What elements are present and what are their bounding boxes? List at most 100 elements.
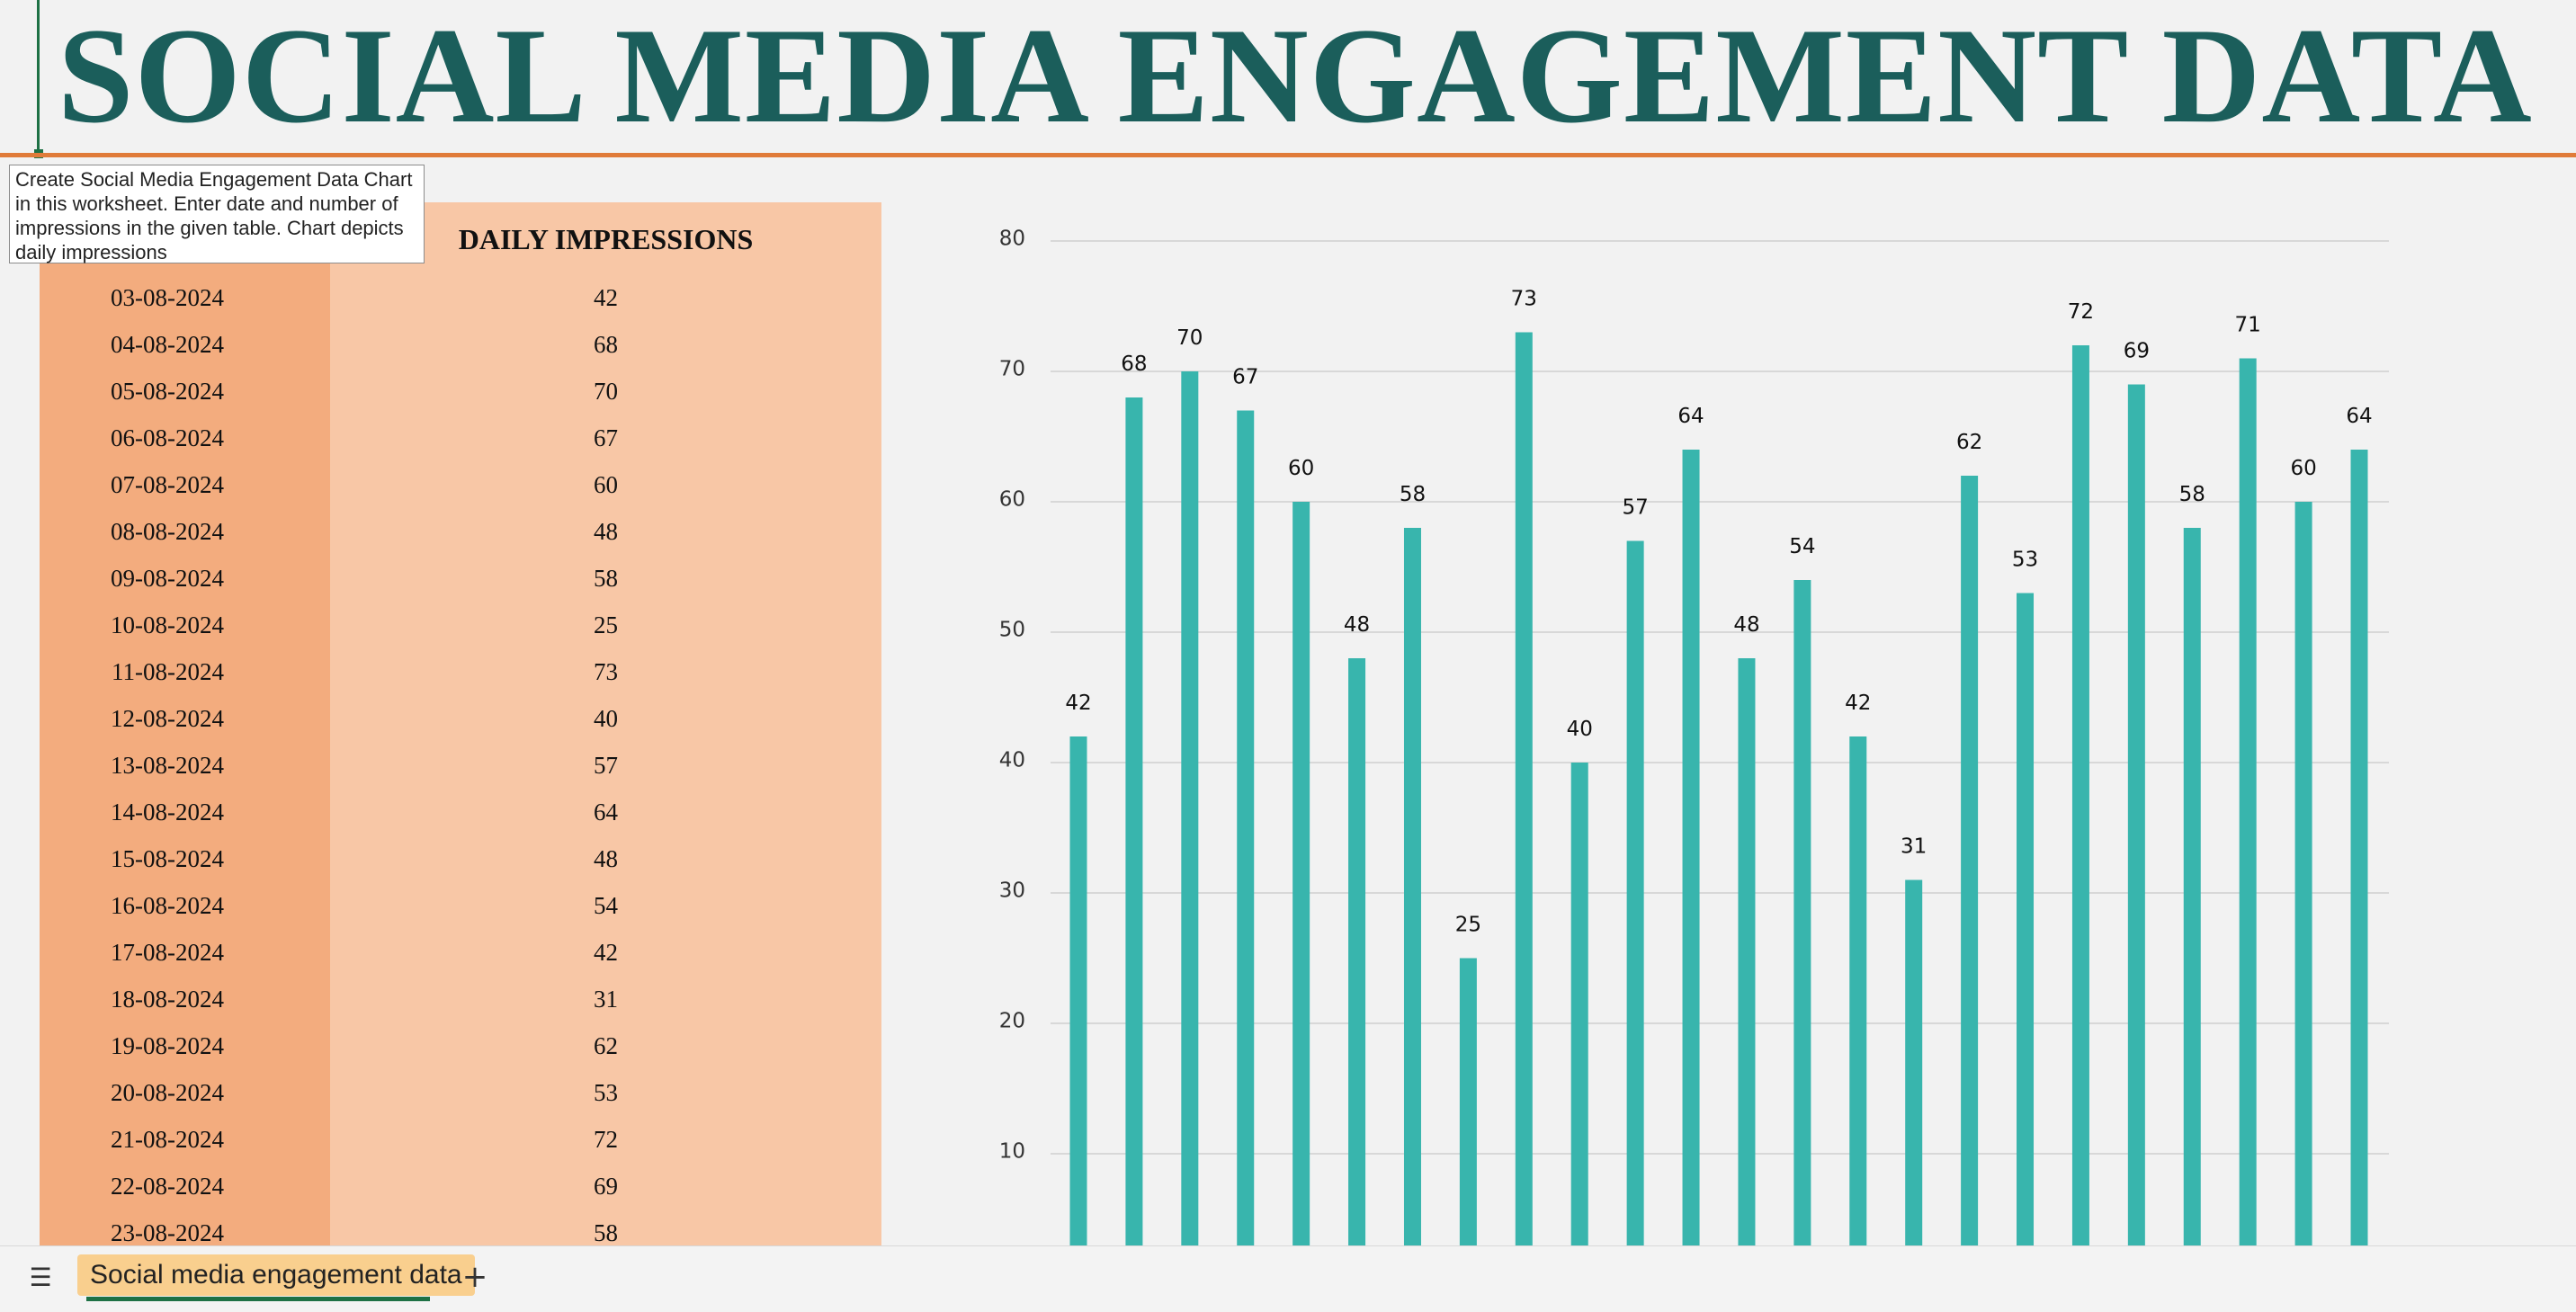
date-cell[interactable]: 03-08-2024: [111, 284, 224, 311]
bar-data-label: 68: [1121, 353, 1147, 376]
bar[interactable]: [2239, 358, 2257, 1246]
bar[interactable]: [2350, 450, 2368, 1245]
date-cell[interactable]: 09-08-2024: [111, 565, 224, 592]
page-title: SOCIAL MEDIA ENGAGEMENT DATA: [58, 0, 2533, 151]
bar-data-label: 40: [1567, 718, 1593, 741]
date-cell[interactable]: 08-08-2024: [111, 518, 224, 545]
bar-data-label: 48: [1344, 613, 1370, 637]
bar[interactable]: [2017, 593, 2035, 1246]
date-cell[interactable]: 22-08-2024: [111, 1173, 224, 1200]
hamburger-menu-icon[interactable]: ☰: [29, 1263, 52, 1292]
bar[interactable]: [1905, 879, 1923, 1246]
impressions-cell[interactable]: 53: [594, 1079, 618, 1106]
bar-data-label: 71: [2235, 314, 2261, 337]
impressions-cell[interactable]: 67: [594, 424, 618, 451]
date-cell[interactable]: 14-08-2024: [111, 799, 224, 826]
date-cell[interactable]: 12-08-2024: [111, 705, 224, 732]
date-cell[interactable]: 18-08-2024: [111, 986, 224, 1013]
bar[interactable]: [2071, 345, 2089, 1245]
bar[interactable]: [1403, 528, 1421, 1245]
bar[interactable]: [1125, 397, 1143, 1245]
date-cell[interactable]: 06-08-2024: [111, 424, 224, 451]
bar[interactable]: [1626, 540, 1644, 1246]
bar[interactable]: [1348, 658, 1366, 1245]
date-cell[interactable]: 23-08-2024: [111, 1219, 224, 1246]
impressions-cell[interactable]: 73: [594, 658, 618, 685]
date-cell[interactable]: 20-08-2024: [111, 1079, 224, 1106]
impressions-cell[interactable]: 58: [594, 565, 618, 592]
bar[interactable]: [2183, 528, 2201, 1245]
bar[interactable]: [2294, 502, 2312, 1245]
bar-data-label: 53: [2012, 549, 2038, 572]
plus-icon[interactable]: +: [461, 1259, 488, 1295]
bar[interactable]: [1793, 580, 1811, 1245]
date-cell[interactable]: 07-08-2024: [111, 471, 224, 498]
bar-data-label: 31: [1901, 835, 1927, 859]
bar[interactable]: [2127, 384, 2145, 1246]
bar-data-label: 60: [1288, 457, 1314, 480]
bar-data-label: 60: [2290, 457, 2316, 480]
date-cell[interactable]: 05-08-2024: [111, 378, 224, 405]
bar[interactable]: [1069, 736, 1087, 1245]
bar[interactable]: [1292, 502, 1310, 1245]
bar-data-label: 72: [2068, 300, 2094, 324]
impressions-cell[interactable]: 48: [594, 845, 618, 872]
bar-data-label: 69: [2124, 340, 2150, 363]
cell-comment-note: Create Social Media Engagement Data Char…: [9, 165, 425, 263]
date-cell[interactable]: 11-08-2024: [112, 658, 224, 685]
active-sheet-indicator: [86, 1297, 430, 1301]
bar[interactable]: [1570, 763, 1588, 1245]
impressions-cell[interactable]: 48: [594, 518, 618, 545]
y-tick-label: 70: [999, 358, 1025, 381]
bar-data-label: 48: [1733, 613, 1759, 637]
bar[interactable]: [1237, 410, 1255, 1246]
bar-data-label: 42: [1845, 692, 1871, 715]
date-cell[interactable]: 19-08-2024: [111, 1032, 224, 1059]
y-tick-label: 50: [999, 619, 1025, 642]
date-cell[interactable]: 15-08-2024: [111, 845, 224, 872]
impressions-chart[interactable]: 10 20 30 40 50 60 70 80 42 68 70 67 60 48 58 25 73 40 57 64…: [971, 207, 2411, 1245]
impressions-cell[interactable]: 62: [594, 1032, 618, 1059]
bar[interactable]: [1515, 332, 1533, 1246]
impressions-cell[interactable]: 54: [594, 892, 618, 919]
bar[interactable]: [1682, 450, 1700, 1245]
impressions-cell[interactable]: 42: [594, 939, 618, 966]
date-cell[interactable]: 10-08-2024: [111, 611, 224, 638]
impressions-cell[interactable]: 25: [594, 611, 618, 638]
sheet-tab-bar: ☰ Social media engagement data +: [0, 1245, 2576, 1312]
bar[interactable]: [1961, 476, 1979, 1245]
bar-data-label: 25: [1455, 914, 1481, 937]
bar-data-label: 70: [1176, 326, 1203, 350]
impressions-cell[interactable]: 58: [594, 1219, 618, 1246]
date-cell[interactable]: 21-08-2024: [111, 1126, 224, 1153]
impressions-cell[interactable]: 64: [594, 799, 618, 826]
impressions-cell[interactable]: 60: [594, 471, 618, 498]
date-cell[interactable]: 04-08-2024: [111, 331, 224, 358]
y-tick-label: 40: [999, 749, 1025, 772]
bar[interactable]: [1181, 371, 1199, 1245]
date-cell[interactable]: 16-08-2024: [111, 892, 224, 919]
impressions-cell[interactable]: 68: [594, 331, 618, 358]
bar-data-label: 58: [1400, 483, 1426, 506]
impressions-cell[interactable]: 40: [594, 705, 618, 732]
impressions-cell[interactable]: 72: [594, 1126, 618, 1153]
date-cell[interactable]: 17-08-2024: [111, 939, 224, 966]
bar[interactable]: [1738, 658, 1756, 1245]
impressions-cell[interactable]: 70: [594, 378, 618, 405]
bar-data-label: 42: [1065, 692, 1091, 715]
impressions-header[interactable]: DAILY IMPRESSIONS: [458, 223, 754, 255]
impressions-cell[interactable]: 69: [594, 1173, 618, 1200]
bar-data-label: 64: [1677, 405, 1704, 428]
active-cell-cursor: [0, 0, 40, 155]
impressions-cell[interactable]: 31: [594, 986, 618, 1013]
impressions-cell[interactable]: 57: [594, 752, 618, 779]
bar-data-label: 54: [1789, 535, 1815, 558]
bar[interactable]: [1459, 958, 1477, 1246]
bar[interactable]: [1849, 736, 1867, 1245]
bar-data-label: 57: [1622, 496, 1648, 520]
sheet-tab-social-media[interactable]: Social media engagement data: [77, 1254, 475, 1296]
date-column: [40, 202, 330, 1245]
impressions-cell[interactable]: 42: [594, 284, 618, 311]
date-cell[interactable]: 13-08-2024: [111, 752, 224, 779]
y-tick-label: 30: [999, 879, 1025, 903]
